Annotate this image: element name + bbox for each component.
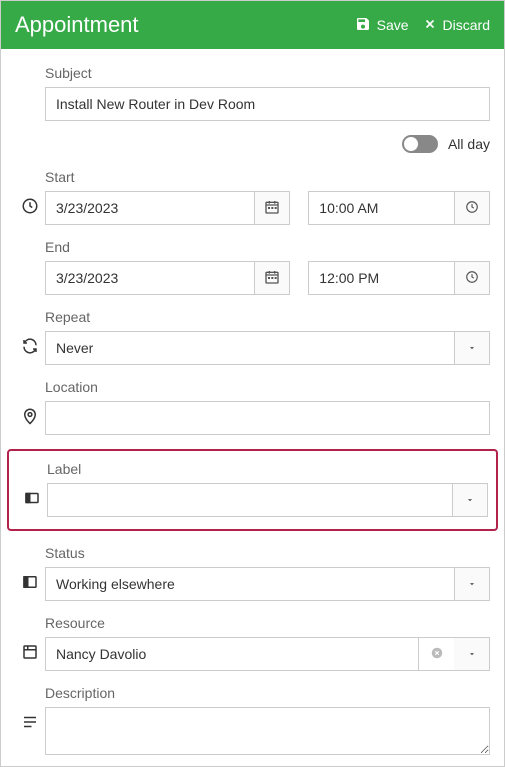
resource-icon [15, 615, 45, 661]
header-actions: Save Discard [355, 16, 490, 35]
end-field: End [45, 239, 490, 295]
start-time-group [308, 191, 490, 225]
clock-small-icon [465, 270, 479, 287]
end-row: End [15, 239, 490, 295]
chevron-down-icon [465, 492, 475, 508]
save-button[interactable]: Save [355, 16, 409, 35]
repeat-icon [15, 309, 45, 355]
clock-icon [15, 169, 45, 215]
resource-select-wrap [45, 637, 490, 671]
tag-icon [17, 461, 47, 507]
start-field: Start [45, 169, 490, 225]
status-row: Status [15, 545, 490, 601]
resource-row: Resource [15, 615, 490, 671]
status-select-wrap [45, 567, 490, 601]
subject-input[interactable] [45, 87, 490, 121]
save-icon [355, 16, 371, 35]
close-icon [423, 17, 437, 34]
chevron-down-icon [467, 340, 477, 356]
discard-label: Discard [443, 17, 490, 33]
status-select[interactable] [45, 567, 454, 601]
chevron-down-icon [467, 576, 477, 592]
start-date-picker-button[interactable] [254, 191, 290, 225]
end-time-group [308, 261, 490, 295]
location-icon [15, 379, 45, 425]
start-time-input[interactable] [308, 191, 454, 225]
label-field: Label [47, 461, 488, 517]
resource-label: Resource [45, 615, 490, 631]
description-field: Description [45, 685, 490, 755]
clock-small-icon [465, 200, 479, 217]
label-row: Label [17, 461, 488, 517]
repeat-label: Repeat [45, 309, 490, 325]
clear-icon [430, 646, 444, 663]
location-row: Location [15, 379, 490, 435]
dialog-body: Subject All day Start [1, 49, 504, 766]
status-dropdown-button[interactable] [454, 567, 490, 601]
status-field: Status [45, 545, 490, 601]
repeat-dropdown-button[interactable] [454, 331, 490, 365]
calendar-icon [264, 199, 280, 218]
end-date-picker-button[interactable] [254, 261, 290, 295]
status-icon [15, 545, 45, 591]
appointment-dialog: Appointment Save Discard Subject [0, 0, 505, 767]
resource-select[interactable] [45, 637, 418, 671]
description-textarea[interactable] [45, 707, 490, 755]
location-field: Location [45, 379, 490, 435]
start-date-group [45, 191, 290, 225]
label-highlight: Label [7, 449, 498, 531]
subject-field: Subject [45, 65, 490, 121]
repeat-row: Repeat [15, 309, 490, 365]
allday-toggle[interactable] [402, 135, 438, 153]
resource-dropdown-button[interactable] [454, 637, 490, 671]
label-dropdown-button[interactable] [452, 483, 488, 517]
dialog-title: Appointment [15, 12, 139, 38]
location-label: Location [45, 379, 490, 395]
end-inputs [45, 261, 490, 295]
calendar-icon [264, 269, 280, 288]
save-label: Save [377, 17, 409, 33]
allday-label: All day [448, 136, 490, 152]
start-label: Start [45, 169, 490, 185]
repeat-select[interactable] [45, 331, 454, 365]
start-time-picker-button[interactable] [454, 191, 490, 225]
description-label: Description [45, 685, 490, 701]
start-inputs [45, 191, 490, 225]
end-time-picker-button[interactable] [454, 261, 490, 295]
discard-button[interactable]: Discard [423, 16, 490, 35]
resource-field: Resource [45, 615, 490, 671]
resource-clear-button[interactable] [418, 637, 454, 671]
label-select[interactable] [47, 483, 452, 517]
subject-label: Subject [45, 65, 490, 81]
label-field-label: Label [47, 461, 488, 477]
allday-row: All day [45, 135, 490, 153]
dialog-header: Appointment Save Discard [1, 1, 504, 49]
location-input[interactable] [45, 401, 490, 435]
label-select-wrap [47, 483, 488, 517]
description-icon [15, 685, 45, 731]
start-date-input[interactable] [45, 191, 254, 225]
repeat-select-wrap [45, 331, 490, 365]
description-row: Description [15, 685, 490, 755]
end-label: End [45, 239, 490, 255]
subject-row: Subject [15, 65, 490, 121]
status-label: Status [45, 545, 490, 561]
chevron-down-icon [467, 646, 477, 662]
end-date-group [45, 261, 290, 295]
start-row: Start [15, 169, 490, 225]
end-time-input[interactable] [308, 261, 454, 295]
repeat-field: Repeat [45, 309, 490, 365]
end-date-input[interactable] [45, 261, 254, 295]
